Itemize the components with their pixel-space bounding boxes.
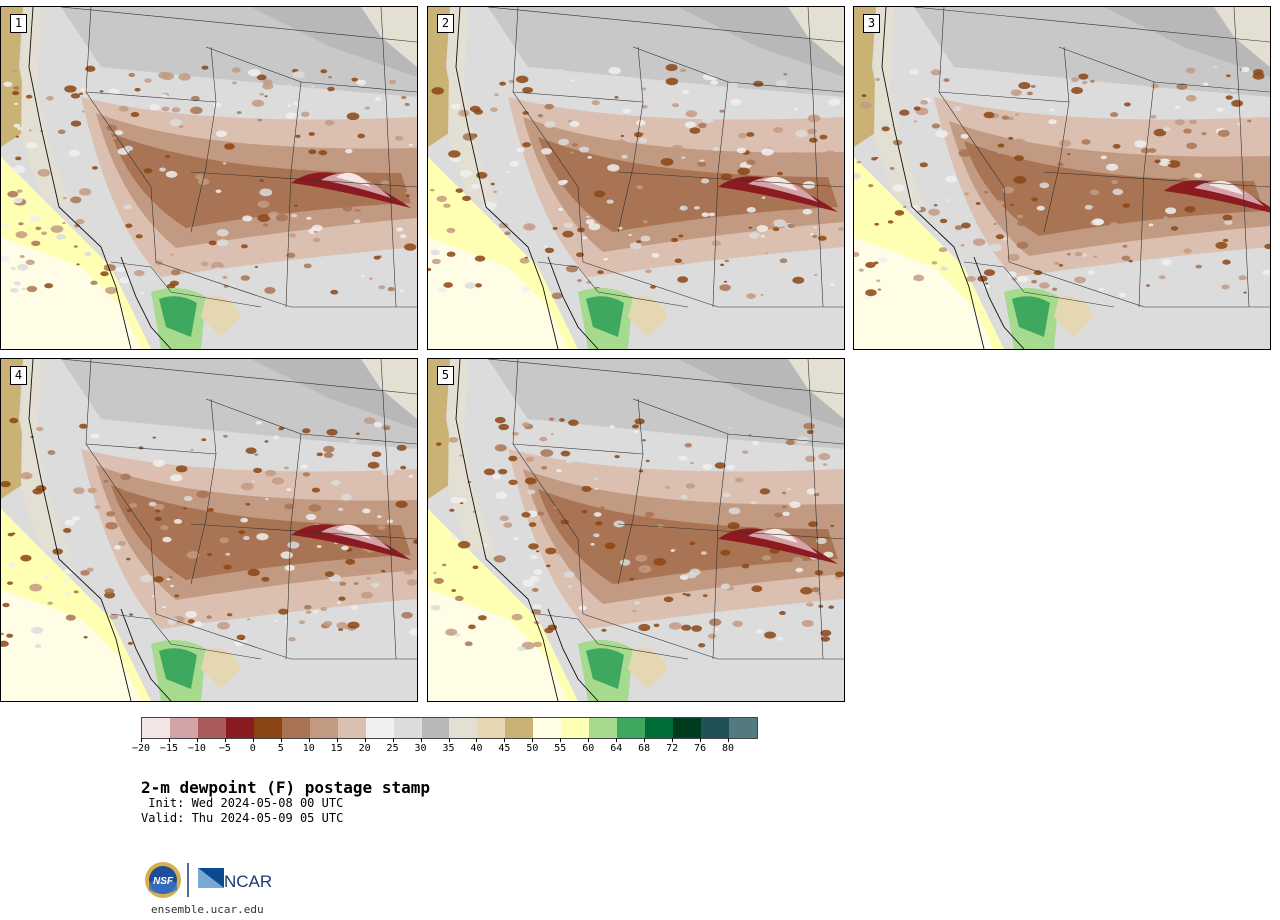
- colorbar-cell: [533, 718, 562, 738]
- colorbar-cell: [617, 718, 646, 738]
- colorbar-cell: [197, 718, 226, 738]
- colorbar-cell: [505, 718, 534, 738]
- colorbar-tick-label: 80: [722, 743, 735, 754]
- colorbar-tick: [560, 738, 562, 742]
- colorbar-tick: [672, 738, 674, 742]
- colorbar-tick-label: 68: [638, 743, 651, 754]
- colorbar-tick: [728, 738, 730, 742]
- nsf-seal-icon: NSF: [145, 862, 181, 898]
- colorbar-cell: [253, 718, 282, 738]
- colorbar-tick-label: 5: [277, 743, 284, 754]
- colorbar-tick: [280, 738, 282, 742]
- colorbar-cell: [729, 718, 757, 738]
- colorbar-tick: [364, 738, 366, 742]
- dewpoint-map: [428, 359, 844, 701]
- panel-number: 2: [437, 14, 454, 33]
- colorbar-cell: [561, 718, 590, 738]
- panel-number: 4: [10, 366, 27, 385]
- colorbar-tick: [224, 738, 226, 742]
- map-panel-1: 1: [0, 6, 418, 350]
- colorbar-tick-label: 25: [386, 743, 399, 754]
- map-panel-3: 3: [853, 6, 1271, 350]
- panel-number: 3: [863, 14, 880, 33]
- colorbar-tick: [700, 738, 702, 742]
- colorbar-tick: [392, 738, 394, 742]
- map-panel-2: 2: [427, 6, 845, 350]
- colorbar-cell: [309, 718, 338, 738]
- map-panel-4: 4: [0, 358, 418, 702]
- valid-time: Valid: Thu 2024-05-09 05 UTC: [141, 811, 344, 825]
- dewpoint-map: [854, 7, 1270, 349]
- colorbar-tick-label: 30: [414, 743, 427, 754]
- colorbar-cell: [365, 718, 394, 738]
- colorbar-tick-label: 35: [442, 743, 455, 754]
- colorbar-tick: [644, 738, 646, 742]
- colorbar-tick-label: 72: [666, 743, 679, 754]
- colorbar-tick-label: −20: [131, 743, 151, 754]
- colorbar-tick: [532, 738, 534, 742]
- colorbar-cell: [225, 718, 254, 738]
- logos: NSF NCAR: [145, 862, 272, 898]
- colorbar-tick-label: 50: [526, 743, 539, 754]
- colorbar-ticks: −20 −15 −10 −5 0 5 10 15 20 25 30 35 40 45 50 55 60 64 68 7…: [132, 738, 756, 758]
- colorbar-tick: [308, 738, 310, 742]
- dewpoint-map: [428, 7, 844, 349]
- colorbar-tick: [196, 738, 198, 742]
- colorbar-cell: [421, 718, 450, 738]
- colorbar-cell: [281, 718, 310, 738]
- colorbar-tick-label: −10: [187, 743, 206, 754]
- colorbar-tick-label: 55: [554, 743, 567, 754]
- colorbar-tick: [476, 738, 478, 742]
- colorbar-tick-label: 10: [302, 743, 315, 754]
- colorbar-cell: [449, 718, 478, 738]
- colorbar-cell: [645, 718, 674, 738]
- panel-number: 5: [437, 366, 454, 385]
- colorbar-cell: [337, 718, 366, 738]
- colorbar-cell: [589, 718, 618, 738]
- colorbar-tick-label: 45: [498, 743, 511, 754]
- colorbar-cell: [142, 718, 170, 738]
- colorbar-tick-label: 20: [358, 743, 371, 754]
- colorbar-tick-label: −15: [159, 743, 178, 754]
- colorbar-cell: [169, 718, 198, 738]
- colorbar-tick-label: 60: [582, 743, 595, 754]
- svg-text:NSF: NSF: [153, 876, 174, 887]
- colorbar-tick: [252, 738, 254, 742]
- colorbar-tick: [168, 738, 170, 742]
- colorbar-cell: [673, 718, 702, 738]
- map-panel-5: 5: [427, 358, 845, 702]
- colorbar-cell: [477, 718, 506, 738]
- website-url: ensemble.ucar.edu: [151, 903, 264, 916]
- dewpoint-map: [1, 359, 417, 701]
- colorbar-tick: [504, 738, 506, 742]
- colorbar-tick: [616, 738, 618, 742]
- colorbar-tick-label: 76: [694, 743, 707, 754]
- dewpoint-map: [1, 7, 417, 349]
- colorbar-tick: [588, 738, 590, 742]
- colorbar-tick: [420, 738, 422, 742]
- figure-title: 2-m dewpoint (F) postage stamp: [141, 778, 430, 797]
- colorbar-tick-label: 15: [330, 743, 343, 754]
- colorbar-tick-label: 40: [470, 743, 483, 754]
- panel-number: 1: [10, 14, 27, 33]
- colorbar-tick: [448, 738, 450, 742]
- colorbar-tick: [141, 738, 142, 742]
- colorbar-cell: [393, 718, 422, 738]
- svg-text:NCAR: NCAR: [224, 872, 272, 891]
- colorbar-cell: [701, 718, 730, 738]
- colorbar-tick-label: 0: [249, 743, 256, 754]
- ncar-logo-icon: NCAR: [198, 868, 272, 891]
- colorbar-tick-label: 64: [610, 743, 623, 754]
- dewpoint-colorbar: [141, 717, 758, 739]
- colorbar-tick-label: −5: [218, 743, 231, 754]
- colorbar-tick: [336, 738, 338, 742]
- init-time: Init: Wed 2024-05-08 00 UTC: [141, 796, 344, 810]
